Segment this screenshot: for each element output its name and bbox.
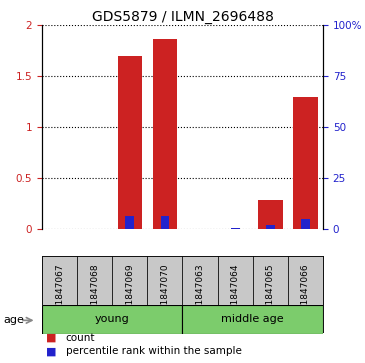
Bar [161, 216, 169, 229]
Text: count: count [66, 333, 95, 343]
Bar [153, 38, 177, 229]
Text: ■: ■ [46, 346, 56, 356]
Bar [77, 256, 112, 332]
Text: GSM1847063: GSM1847063 [196, 264, 204, 325]
Bar [147, 256, 182, 332]
Text: GSM1847067: GSM1847067 [55, 264, 64, 325]
Bar [182, 305, 323, 334]
Text: GSM1847070: GSM1847070 [161, 264, 169, 325]
Text: young: young [95, 314, 130, 325]
Bar [293, 97, 318, 229]
Bar [301, 219, 310, 229]
Bar [126, 216, 134, 229]
Bar [218, 256, 253, 332]
Bar [42, 256, 77, 332]
Text: middle age: middle age [222, 314, 284, 325]
Text: ■: ■ [46, 333, 56, 343]
Text: GSM1847065: GSM1847065 [266, 264, 275, 325]
Bar [253, 256, 288, 332]
Bar [118, 56, 142, 229]
Bar [42, 305, 182, 334]
Text: GSM1847069: GSM1847069 [125, 264, 134, 325]
Bar [112, 256, 147, 332]
Text: percentile rank within the sample: percentile rank within the sample [66, 346, 242, 356]
Text: GSM1847064: GSM1847064 [231, 264, 240, 324]
Bar [258, 200, 283, 229]
Bar [182, 256, 218, 332]
Bar [288, 256, 323, 332]
Text: GSM1847066: GSM1847066 [301, 264, 310, 325]
Text: age: age [4, 315, 24, 325]
Title: GDS5879 / ILMN_2696488: GDS5879 / ILMN_2696488 [92, 11, 273, 24]
Text: GSM1847068: GSM1847068 [90, 264, 99, 325]
Bar [231, 228, 239, 229]
Bar [266, 225, 275, 229]
